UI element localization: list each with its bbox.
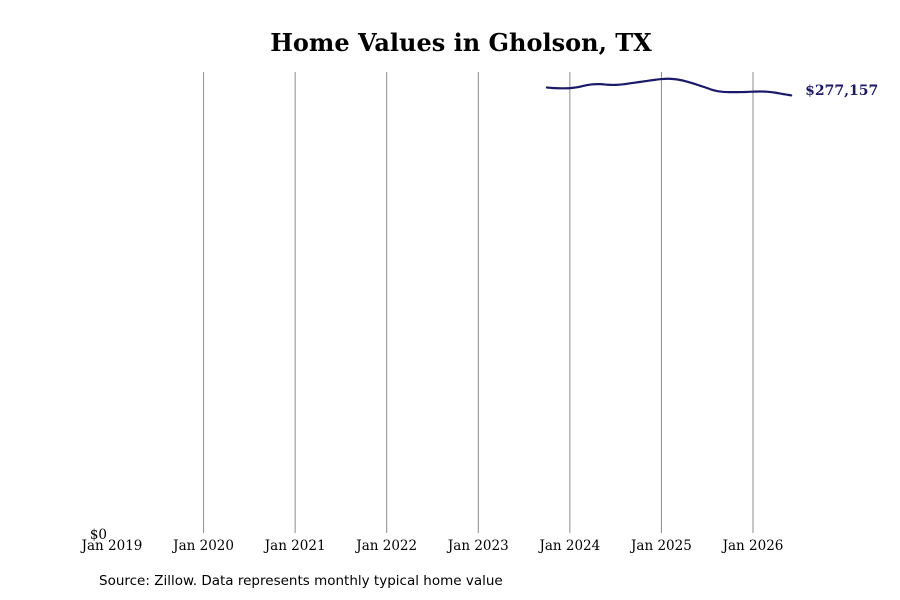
y-axis-ticks: $0	[90, 527, 107, 543]
x-tick-label: Jan 2021	[263, 538, 326, 554]
x-tick-label: Jan 2025	[629, 538, 692, 554]
x-axis-ticks: Jan 2019 Jan 2020 Jan 2021 Jan 2022 Jan 2023…	[80, 538, 784, 554]
end-value-label: $277,157	[805, 83, 878, 99]
y-tick-label: $0	[90, 527, 107, 543]
chart-title: Home Values in Gholson, TX	[270, 28, 652, 57]
x-tick-label: Jan 2023	[446, 538, 509, 554]
series-line-0	[545, 77, 793, 97]
x-tick-label: Jan 2024	[537, 538, 600, 554]
end-label-layer: $277,157	[805, 83, 878, 99]
source-note: Source: Zillow. Data represents monthly …	[99, 573, 503, 589]
grid-lines	[203, 72, 754, 533]
series-layer	[545, 77, 793, 97]
x-tick-label: Jan 2022	[354, 538, 417, 554]
x-tick-label: Jan 2020	[171, 538, 234, 554]
x-tick-label: Jan 2019	[80, 538, 143, 554]
x-tick-label: Jan 2026	[721, 538, 784, 554]
